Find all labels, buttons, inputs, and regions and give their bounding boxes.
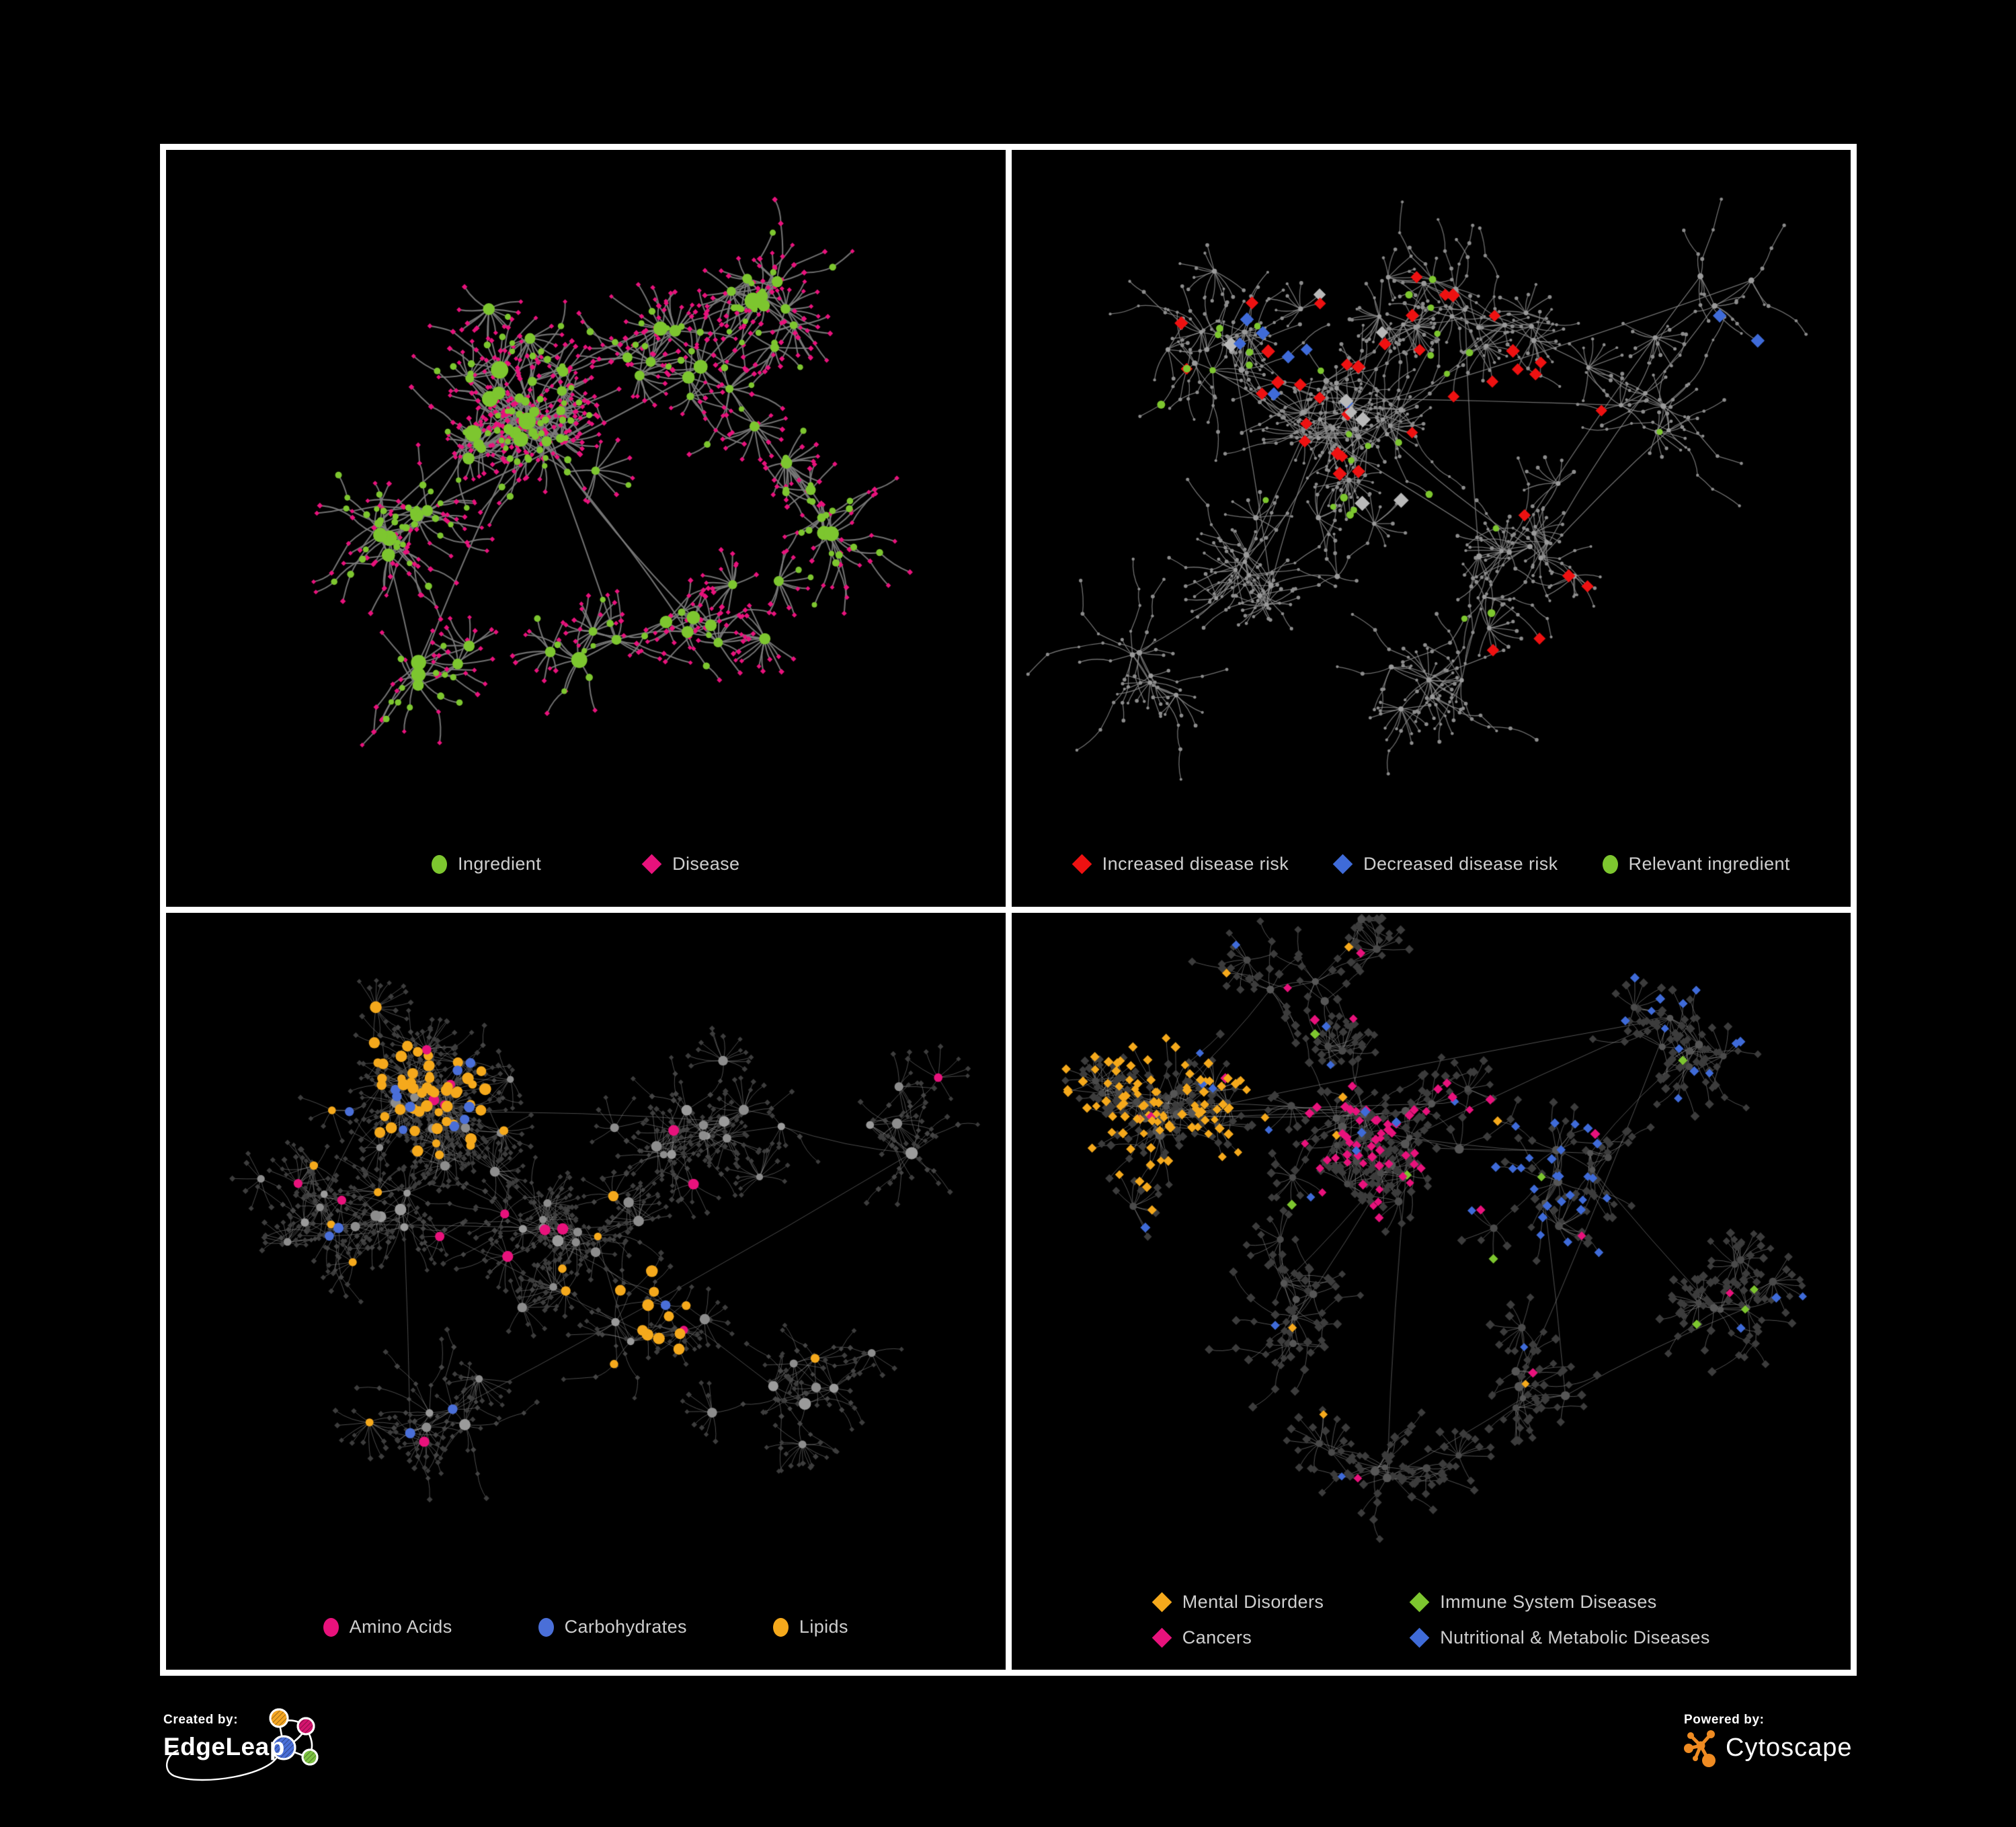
increased-risk-legend-marker <box>1072 854 1092 875</box>
legend-label: Lipids <box>799 1617 848 1637</box>
panel-grid: Ingredient Disease Increased disease ris… <box>160 144 1857 1676</box>
legend-disease-risk: Increased disease risk Decreased disease… <box>1012 832 1851 907</box>
amino-acids-legend-marker <box>323 1617 339 1637</box>
disease-legend-marker <box>641 854 662 875</box>
legend-label: Increased disease risk <box>1102 854 1289 874</box>
legend-label: Mental Disorders <box>1182 1592 1324 1612</box>
legend-label: Amino Acids <box>349 1617 452 1637</box>
legend-label: Decreased disease risk <box>1363 854 1558 874</box>
cancers-legend-marker <box>1152 1627 1172 1648</box>
cytoscape-logo-row: Cytoscape <box>1684 1728 1853 1768</box>
legend-nutrient-classes: Amino Acids Carbohydrates Lipids <box>166 1595 1006 1670</box>
panel-ingredient-disease: Ingredient Disease <box>166 150 1006 907</box>
mental-disorders-legend-marker <box>1152 1592 1172 1613</box>
legend-item: Carbohydrates <box>538 1617 687 1637</box>
powered-by-label: Powered by: <box>1684 1713 1765 1727</box>
edgeleap-credit: Created by: EdgeLeap <box>163 1708 540 1827</box>
network-graph-ingredient-disease <box>166 150 1006 832</box>
legend-disease-categories: Mental Disorders Immune System Diseases … <box>1012 1577 1851 1670</box>
legend-item: Mental Disorders <box>1152 1592 1324 1613</box>
legend-item: Lipids <box>772 1617 848 1637</box>
legend-label: Carbohydrates <box>564 1617 687 1637</box>
relevant-ingredient-legend-marker <box>1602 854 1618 874</box>
edgeleap-logo-nodes <box>269 1708 319 1766</box>
legend-item: Cancers <box>1152 1627 1324 1648</box>
panel-disease-risk: Increased disease risk Decreased disease… <box>1011 150 1851 907</box>
nutritional-diseases-legend-marker <box>1409 1627 1430 1648</box>
cytoscape-logo-text: Cytoscape <box>1726 1733 1853 1762</box>
legend-ingredient-disease: Ingredient Disease <box>166 832 1006 907</box>
legend-item: Increased disease risk <box>1072 854 1289 875</box>
edgeleap-swoosh <box>166 1749 279 1781</box>
legend-label: Cancers <box>1182 1627 1252 1648</box>
legend-label: Immune System Diseases <box>1440 1592 1657 1612</box>
legend-item: Ingredient <box>432 854 541 875</box>
immune-diseases-legend-marker <box>1409 1592 1430 1613</box>
legend-item: Decreased disease risk <box>1332 854 1558 875</box>
edgeleap-logo-text: EdgeLeap <box>163 1733 285 1760</box>
legend-label: Ingredient <box>458 854 542 874</box>
cytoscape-credit: Powered by: Cytoscape <box>1684 1713 1993 1793</box>
created-by-label: Created by: <box>163 1713 239 1727</box>
panel-disease-categories: Mental Disorders Immune System Diseases … <box>1011 913 1851 1670</box>
panel-nutrient-classes: Amino Acids Carbohydrates Lipids <box>166 913 1006 1670</box>
legend-item: Immune System Diseases <box>1409 1592 1709 1613</box>
network-graph-disease-risk <box>1011 150 1851 832</box>
legend-item: Nutritional & Metabolic Diseases <box>1409 1627 1710 1648</box>
carbohydrates-legend-marker <box>538 1617 554 1637</box>
network-graph-disease-categories <box>1011 913 1851 1577</box>
legend-label: Relevant ingredient <box>1628 854 1790 874</box>
legend-item: Amino Acids <box>323 1617 452 1637</box>
legend-label: Nutritional & Metabolic Diseases <box>1440 1627 1710 1648</box>
lipids-legend-marker <box>772 1617 789 1637</box>
decreased-risk-legend-marker <box>1332 854 1353 875</box>
edgeleap-logo-icon <box>166 1708 319 1781</box>
ingredient-legend-marker <box>432 854 448 874</box>
legend-item: Relevant ingredient <box>1602 854 1790 875</box>
network-graph-nutrient-classes <box>166 913 1006 1595</box>
cytoscape-logo-icon <box>1684 1730 1716 1767</box>
legend-label: Disease <box>672 854 740 874</box>
legend-item: Disease <box>641 854 740 875</box>
